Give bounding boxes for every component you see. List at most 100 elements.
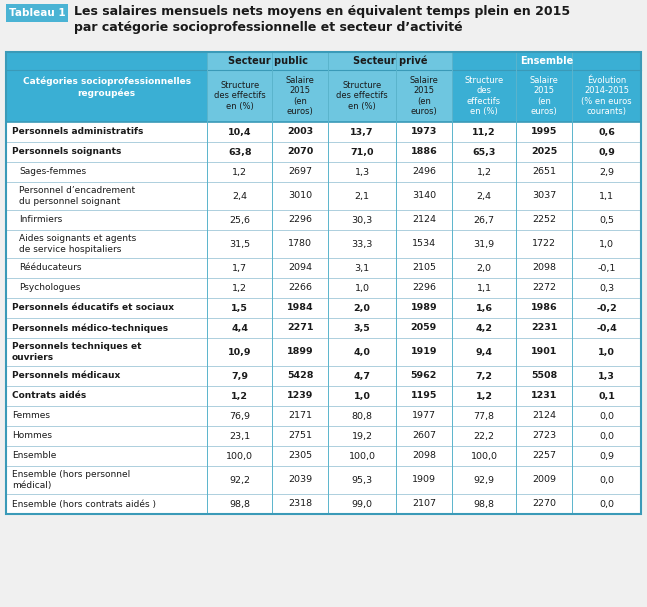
Text: 1,0: 1,0 [598, 347, 615, 356]
Text: 2009: 2009 [532, 475, 556, 484]
Text: 2296: 2296 [289, 215, 313, 225]
Text: 2751: 2751 [289, 432, 313, 441]
Text: Personnels administratifs: Personnels administratifs [12, 127, 144, 137]
Text: 3010: 3010 [288, 191, 313, 200]
Text: 2252: 2252 [532, 215, 556, 225]
Text: Salaire
2015
(en
euros): Salaire 2015 (en euros) [410, 76, 438, 115]
Text: 99,0: 99,0 [351, 500, 373, 509]
Text: 5508: 5508 [531, 371, 557, 381]
Text: 1,2: 1,2 [232, 168, 247, 177]
Text: 2039: 2039 [288, 475, 313, 484]
Text: 2025: 2025 [531, 148, 557, 157]
Text: Infirmiers: Infirmiers [19, 215, 62, 225]
Text: 95,3: 95,3 [351, 475, 373, 484]
Text: 3037: 3037 [532, 191, 556, 200]
Text: 98,8: 98,8 [229, 500, 250, 509]
Text: Personnels soignants: Personnels soignants [12, 148, 122, 157]
Text: 2271: 2271 [287, 324, 314, 333]
Text: Personnels techniques et
ouvriers: Personnels techniques et ouvriers [12, 342, 142, 362]
Text: Catégories socioprofessionnelles
regroupées: Catégories socioprofessionnelles regroup… [23, 76, 191, 98]
Text: -0,1: -0,1 [597, 263, 616, 273]
Text: 1909: 1909 [412, 475, 436, 484]
Text: 2094: 2094 [289, 263, 313, 273]
Bar [6, 366, 641, 386]
Bar [328, 70, 396, 122]
Text: 2231: 2231 [531, 324, 557, 333]
Bar [452, 52, 641, 70]
Text: 31,9: 31,9 [474, 240, 494, 248]
Text: 5962: 5962 [411, 371, 437, 381]
Text: Ensemble: Ensemble [520, 56, 573, 66]
Text: 1,0: 1,0 [354, 392, 371, 401]
Text: Salaire
2015
(en
euros): Salaire 2015 (en euros) [286, 76, 314, 115]
Text: 9,4: 9,4 [476, 347, 492, 356]
Text: Structure
des effectifs
en (%): Structure des effectifs en (%) [214, 81, 266, 110]
Text: 4,7: 4,7 [353, 371, 371, 381]
Bar [328, 52, 452, 70]
Text: 2607: 2607 [412, 432, 436, 441]
Text: 13,7: 13,7 [350, 127, 374, 137]
Text: 1901: 1901 [531, 347, 557, 356]
Text: 0,5: 0,5 [599, 215, 614, 225]
Text: 100,0: 100,0 [470, 452, 498, 461]
Text: 2124: 2124 [412, 215, 436, 225]
Bar [572, 70, 641, 122]
Bar [6, 210, 641, 230]
Text: 1886: 1886 [410, 148, 437, 157]
Text: 1231: 1231 [531, 392, 557, 401]
Text: Secteur public: Secteur public [228, 56, 308, 66]
Text: 5428: 5428 [287, 371, 314, 381]
Text: 3,1: 3,1 [355, 263, 369, 273]
Text: 23,1: 23,1 [229, 432, 250, 441]
Text: 33,3: 33,3 [351, 240, 373, 248]
Text: 2,0: 2,0 [354, 304, 371, 313]
Text: 2496: 2496 [412, 168, 436, 177]
Text: 71,0: 71,0 [350, 148, 374, 157]
Text: 77,8: 77,8 [474, 412, 494, 421]
Text: 2305: 2305 [288, 452, 313, 461]
Text: 1239: 1239 [287, 392, 314, 401]
Text: Personnel d’encadrement
du personnel soignant: Personnel d’encadrement du personnel soi… [19, 186, 135, 206]
Text: 0,0: 0,0 [599, 475, 614, 484]
Text: 2257: 2257 [532, 452, 556, 461]
Text: 25,6: 25,6 [229, 215, 250, 225]
Text: 1984: 1984 [287, 304, 314, 313]
Bar [6, 406, 641, 426]
Text: 92,9: 92,9 [474, 475, 494, 484]
Text: 2171: 2171 [289, 412, 313, 421]
Text: 26,7: 26,7 [474, 215, 494, 225]
Text: 1722: 1722 [532, 240, 556, 248]
Bar [6, 52, 641, 514]
Text: 7,9: 7,9 [232, 371, 248, 381]
Text: 2318: 2318 [288, 500, 313, 509]
Text: Personnels éducatifs et sociaux: Personnels éducatifs et sociaux [12, 304, 174, 313]
Text: 4,2: 4,2 [476, 324, 492, 333]
Text: 2,4: 2,4 [476, 191, 492, 200]
Text: Hommes: Hommes [12, 432, 52, 441]
Bar [208, 52, 328, 70]
Text: 1,3: 1,3 [598, 371, 615, 381]
Text: 2723: 2723 [532, 432, 556, 441]
Text: 1899: 1899 [287, 347, 314, 356]
Text: 1,2: 1,2 [232, 392, 248, 401]
Text: Ensemble (hors personnel
médical): Ensemble (hors personnel médical) [12, 470, 130, 489]
Bar [6, 162, 641, 182]
Text: 1780: 1780 [289, 240, 313, 248]
Text: 2105: 2105 [412, 263, 436, 273]
Text: Personnels médicaux: Personnels médicaux [12, 371, 120, 381]
Text: 0,3: 0,3 [599, 283, 614, 293]
Text: Structure
des effectifs
en (%): Structure des effectifs en (%) [336, 81, 388, 110]
Text: 2,4: 2,4 [232, 191, 247, 200]
Text: 2098: 2098 [412, 452, 436, 461]
Bar [6, 426, 641, 446]
Text: 2,9: 2,9 [599, 168, 614, 177]
Bar [6, 298, 641, 318]
Bar [6, 494, 641, 514]
Text: 4,4: 4,4 [232, 324, 248, 333]
Text: Évolution
2014-2015
(% en euros
courants): Évolution 2014-2015 (% en euros courants… [581, 76, 632, 115]
Text: Structure
des
effectifs
en (%): Structure des effectifs en (%) [465, 76, 503, 115]
Text: 10,4: 10,4 [228, 127, 252, 137]
Text: 0,9: 0,9 [599, 452, 614, 461]
Text: 2651: 2651 [532, 168, 556, 177]
Bar [6, 258, 641, 278]
